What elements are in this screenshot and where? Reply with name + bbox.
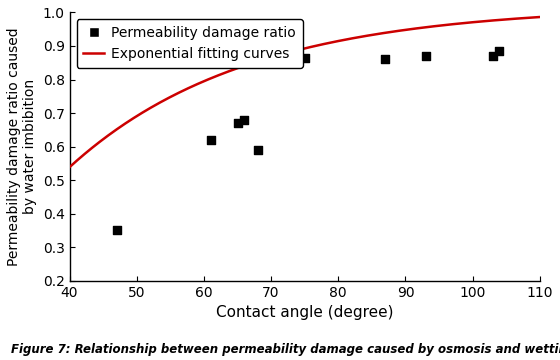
Permeability damage ratio xyxy=(381,57,390,62)
Y-axis label: Permeability damage ratio caused
by water imbibition: Permeability damage ratio caused by wate… xyxy=(7,27,37,266)
Permeability damage ratio xyxy=(253,147,262,153)
Permeability damage ratio xyxy=(488,53,497,59)
X-axis label: Contact angle (degree): Contact angle (degree) xyxy=(216,305,394,320)
Permeability damage ratio xyxy=(421,53,430,59)
Permeability damage ratio xyxy=(300,55,309,60)
Text: Figure 7: Relationship between permeability damage caused by osmosis and wetting: Figure 7: Relationship between permeabil… xyxy=(11,343,560,356)
Permeability damage ratio xyxy=(240,117,249,123)
Permeability damage ratio xyxy=(233,120,242,126)
Permeability damage ratio xyxy=(112,228,121,233)
Legend: Permeability damage ratio, Exponential fitting curves: Permeability damage ratio, Exponential f… xyxy=(77,19,303,68)
Permeability damage ratio xyxy=(495,48,504,54)
Permeability damage ratio xyxy=(206,137,215,143)
